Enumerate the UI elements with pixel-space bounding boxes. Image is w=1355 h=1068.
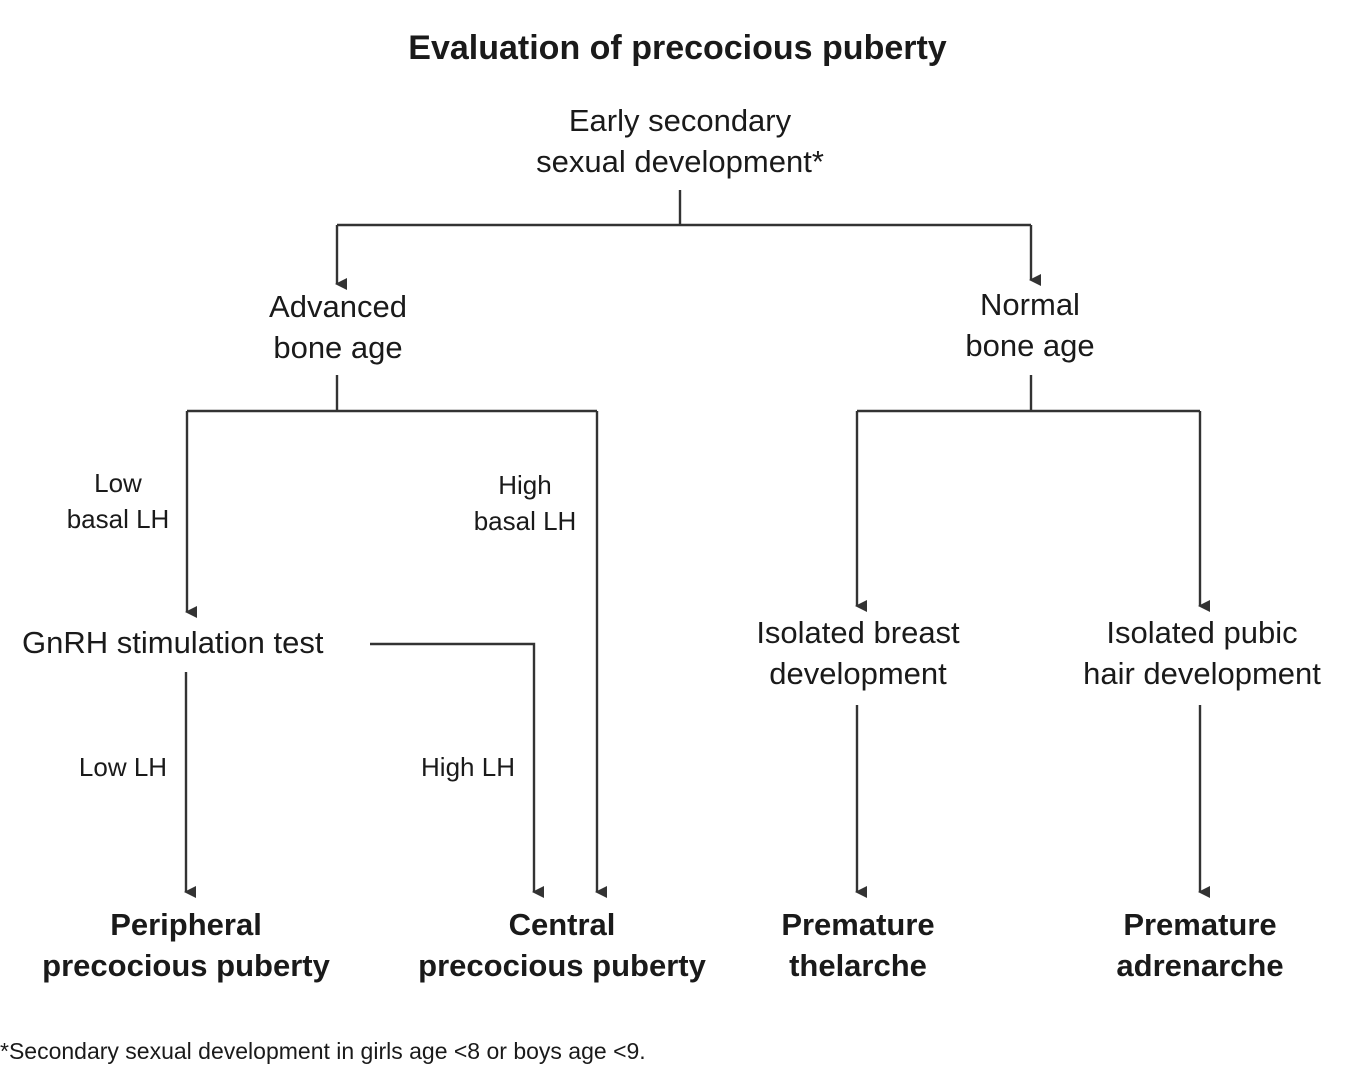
node-early-secondary-development: Early secondary sexual development*: [536, 100, 824, 182]
node-line: Premature: [781, 907, 935, 942]
node-line: GnRH stimulation test: [22, 625, 324, 660]
node-line: bone age: [273, 330, 403, 365]
node-premature-adrenarche: Premature adrenarche: [1116, 904, 1283, 986]
edge-label-line: High LH: [421, 752, 515, 782]
node-premature-thelarche: Premature thelarche: [781, 904, 934, 986]
node-line: Advanced: [269, 289, 407, 324]
node-advanced-bone-age: Advanced bone age: [269, 286, 407, 368]
node-isolated-breast-development: Isolated breast development: [756, 612, 959, 694]
node-peripheral-precocious-puberty: Peripheral precocious puberty: [42, 904, 330, 986]
edge-label-line: basal LH: [66, 504, 170, 534]
edge-label-line: Low: [94, 468, 142, 498]
node-central-precocious-puberty: Central precocious puberty: [418, 904, 706, 986]
node-line: development: [769, 656, 947, 691]
node-line: adrenarche: [1116, 948, 1284, 983]
diagram-title: Evaluation of precocious puberty: [408, 29, 947, 67]
node-line: precocious puberty: [418, 948, 706, 983]
edge-label-high-basal-lh: High basal LH: [474, 467, 577, 539]
node-line: sexual development*: [536, 144, 824, 179]
node-line: Central: [508, 907, 616, 942]
edge-label-low-basal-lh: Low basal LH: [67, 465, 170, 537]
node-line: Early secondary: [568, 103, 792, 138]
edge-label-high-lh: High LH: [421, 749, 515, 785]
edge-label-line: Low LH: [78, 752, 168, 782]
node-gnrh-stimulation-test: GnRH stimulation test: [22, 622, 324, 663]
edge-label-line: High: [498, 470, 552, 500]
node-line: Isolated breast: [756, 615, 960, 650]
node-normal-bone-age: Normal bone age: [965, 284, 1094, 366]
node-line: Peripheral: [110, 907, 262, 942]
edge-label-line: basal LH: [473, 506, 577, 536]
node-line: Normal: [980, 287, 1080, 322]
node-line: hair development: [1083, 656, 1321, 691]
edge-label-low-lh: Low LH: [79, 749, 167, 785]
arrow-high-lh-to-central: [370, 642, 544, 898]
node-line: Premature: [1123, 907, 1277, 942]
node-line: thelarche: [789, 948, 927, 983]
node-line: bone age: [965, 328, 1095, 363]
footnote: *Secondary sexual development in girls a…: [0, 1038, 646, 1064]
node-line: precocious puberty: [42, 948, 330, 983]
node-line: Isolated pubic: [1106, 615, 1298, 650]
node-isolated-pubic-hair-development: Isolated pubic hair development: [1083, 612, 1321, 694]
